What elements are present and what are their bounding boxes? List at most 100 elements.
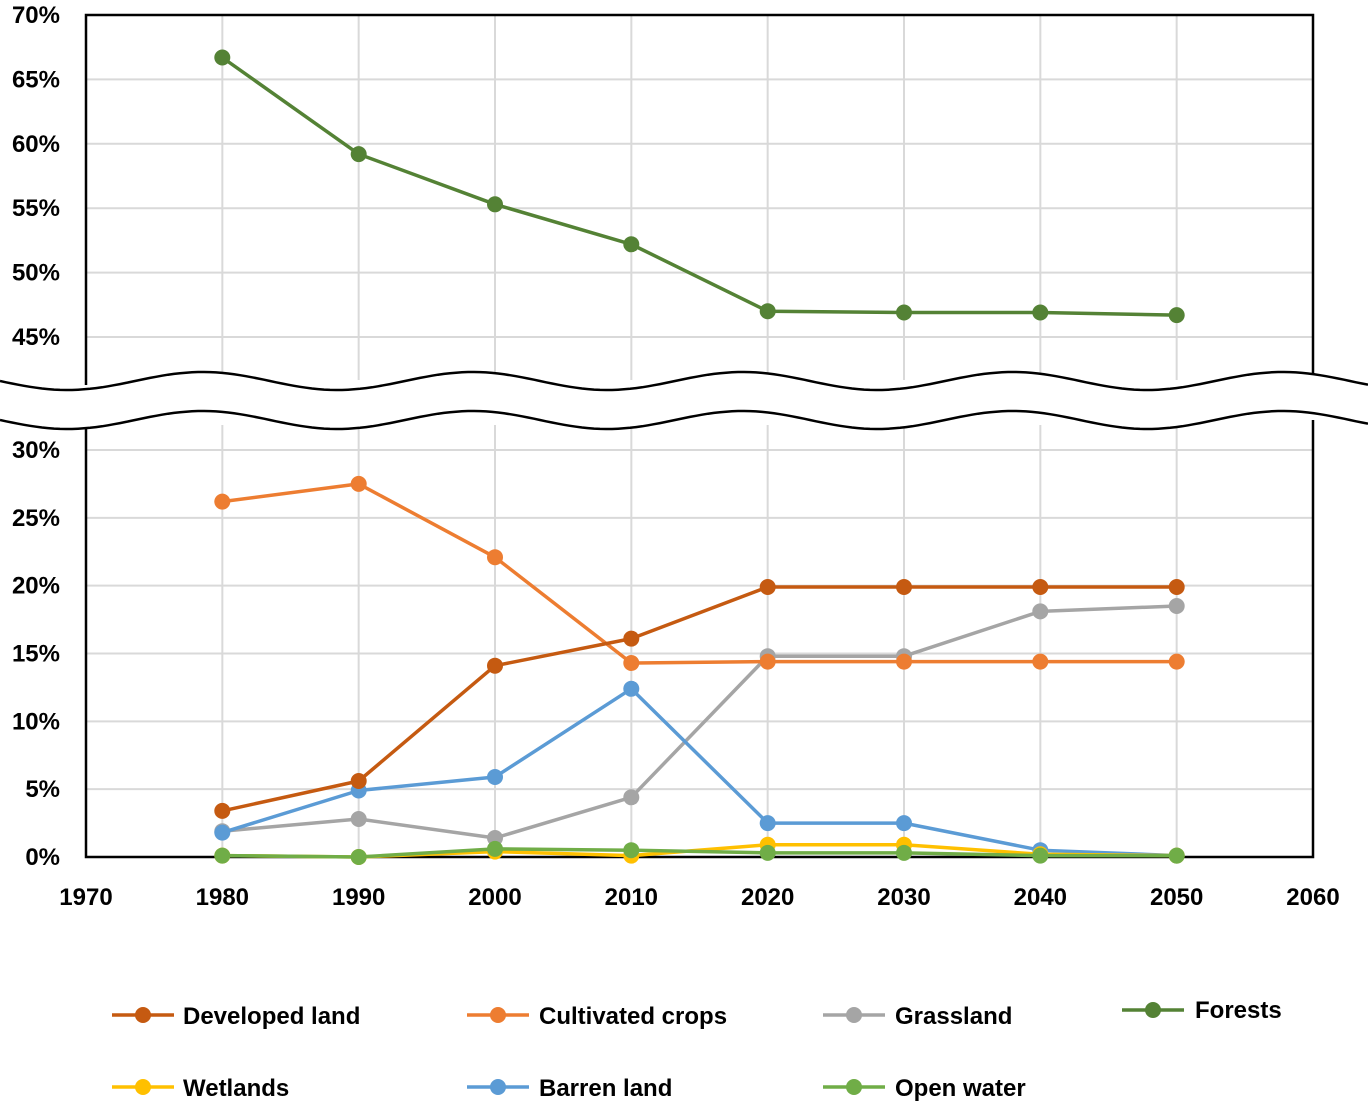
y-tick-label: 50%: [12, 260, 60, 287]
x-tick-label: 2020: [741, 884, 794, 911]
series-line: [221, 585, 1177, 813]
legend-item: Grassland: [823, 1003, 1012, 1030]
y-axis-tick-labels: 70% 65% 60% 55% 50% 45% 30% 25% 20% 15% 10% 5% 0%: [12, 2, 60, 871]
data-point: [1032, 304, 1049, 321]
legend-swatch-marker: [490, 1079, 506, 1095]
y-tick-label: 55%: [12, 195, 60, 222]
legend-item: Forests: [1122, 997, 1282, 1024]
x-tick-label: 2060: [1286, 884, 1339, 911]
y-tick-label: 0%: [25, 844, 60, 871]
legend: Developed land Cultivated crops Grassland F…: [112, 997, 1282, 1102]
data-point: [214, 49, 231, 66]
data-point: [350, 773, 367, 789]
legend-swatch-marker: [490, 1007, 506, 1023]
legend-label: Grassland: [895, 1003, 1012, 1030]
axis-break-marks: [0, 370, 1368, 431]
upper-panel-frame: [84, 13, 1315, 385]
series-line: [221, 687, 1177, 858]
x-tick-label: 1990: [332, 884, 385, 911]
series-line: [222, 847, 1177, 859]
series-developed-land: [214, 579, 1185, 819]
series-barren-land: [214, 680, 1185, 864]
legend-label: Open water: [895, 1075, 1026, 1102]
data-point: [1168, 847, 1185, 864]
x-axis-tick-labels: 1970 1980 1990 2000 2010 2020 2030 2040 2050 2060: [59, 884, 1339, 911]
upper-frame-line: [84, 13, 1315, 385]
legend-item: Barren land: [467, 1075, 672, 1102]
data-point: [350, 475, 367, 492]
x-tick-label: 2050: [1150, 884, 1203, 911]
data-point: [350, 849, 367, 865]
data-point: [214, 824, 231, 841]
data-point: [487, 657, 503, 674]
data-point: [214, 802, 231, 819]
data-point: [896, 844, 912, 861]
data-point: [487, 840, 503, 857]
data-point: [896, 815, 912, 832]
axis-break-line: [0, 370, 1368, 392]
data-point: [1032, 579, 1049, 595]
legend-swatch-marker: [135, 1079, 151, 1095]
data-point: [1168, 653, 1185, 670]
x-tick-label: 2000: [468, 884, 521, 911]
data-point: [623, 236, 640, 253]
legend-item: Open water: [823, 1075, 1026, 1102]
legend-label: Developed land: [183, 1003, 360, 1030]
legend-label: Forests: [1195, 997, 1282, 1024]
data-point: [759, 303, 776, 320]
legend-swatch-marker: [846, 1079, 862, 1095]
legend-item: Cultivated crops: [467, 1003, 727, 1030]
data-point: [1032, 603, 1049, 620]
data-point: [1168, 307, 1185, 324]
legend-swatch-marker: [1145, 1002, 1161, 1018]
lower-gridlines: [85, 425, 1314, 858]
data-point: [759, 815, 776, 832]
y-tick-label: 65%: [12, 66, 60, 93]
axis-break-line: [0, 409, 1368, 431]
legend-swatch-marker: [846, 1007, 862, 1023]
y-tick-label: 20%: [12, 573, 60, 600]
series-open-water: [214, 840, 1185, 865]
series-cultivated-crops: [214, 475, 1185, 671]
data-point: [623, 842, 640, 859]
data-point: [896, 304, 912, 321]
lower-panel-frame: [84, 420, 1315, 859]
x-tick-label: 2030: [877, 884, 930, 911]
y-tick-label: 25%: [12, 505, 60, 532]
y-tick-label: 5%: [25, 776, 60, 803]
data-point: [623, 789, 640, 806]
series-line: [222, 604, 1177, 840]
x-tick-label: 1970: [59, 884, 112, 911]
data-point: [623, 655, 640, 671]
data-point: [623, 630, 640, 647]
x-tick-label: 2040: [1014, 884, 1067, 911]
legend-label: Barren land: [539, 1075, 672, 1102]
data-point: [623, 680, 640, 697]
series-layer: [214, 49, 1185, 865]
x-tick-label: 1980: [196, 884, 249, 911]
data-point: [1168, 598, 1185, 614]
lower-frame-line: [84, 420, 1315, 859]
legend-swatch-marker: [135, 1007, 151, 1023]
data-point: [1032, 653, 1049, 670]
data-point: [350, 146, 367, 163]
data-point: [214, 493, 231, 510]
legend-label: Wetlands: [183, 1075, 289, 1102]
legend-item: Developed land: [112, 1003, 360, 1030]
data-point: [896, 579, 912, 595]
y-tick-label: 10%: [12, 708, 60, 735]
axis-break-fill: [0, 372, 1368, 429]
data-point: [214, 847, 231, 864]
data-point: [350, 811, 367, 827]
y-tick-label: 70%: [12, 2, 60, 29]
y-tick-label: 45%: [12, 324, 60, 351]
y-tick-label: 15%: [12, 641, 60, 668]
data-point: [896, 653, 912, 670]
data-point: [487, 196, 503, 213]
y-tick-label: 60%: [12, 131, 60, 158]
upper-gridlines: [85, 14, 1314, 380]
data-point: [759, 579, 776, 595]
legend-label: Cultivated crops: [539, 1003, 727, 1030]
legend-item: Wetlands: [112, 1075, 289, 1102]
